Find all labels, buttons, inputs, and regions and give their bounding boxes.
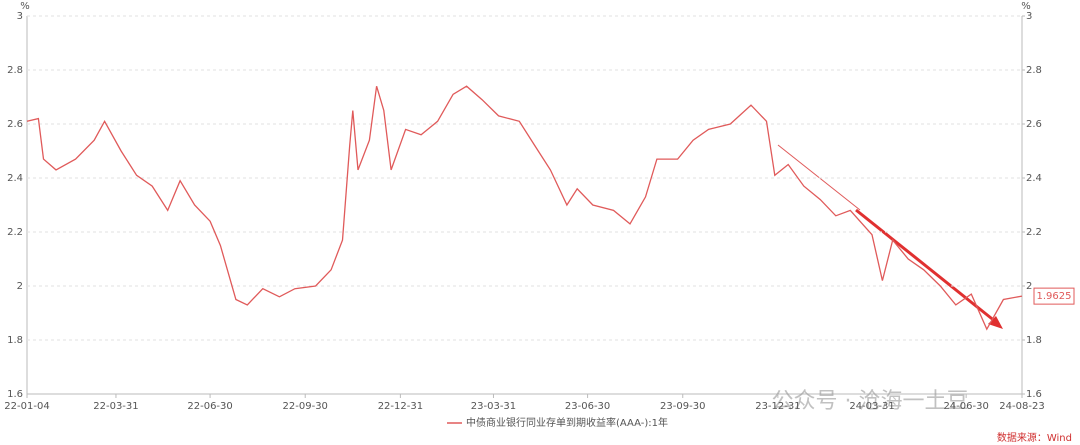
y2-tick-label: 1.6	[1026, 389, 1042, 400]
y-tick-label: 2.6	[7, 119, 23, 130]
x-tick-label: 22-01-04	[4, 401, 49, 412]
y-tick-label: 1.6	[7, 389, 23, 400]
y-tick-label: 2.4	[7, 173, 23, 184]
y2-tick-label: 2	[1026, 281, 1032, 292]
x-tick-label: 23-09-30	[660, 401, 705, 412]
source: 数据来源：Wind	[997, 431, 1072, 444]
y2-tick-label: 2.4	[1026, 173, 1042, 184]
last-value-label: 1.9625	[1037, 291, 1072, 302]
y2-tick-label: 2.6	[1026, 119, 1042, 130]
x-tick-label: 23-06-30	[565, 401, 610, 412]
x-tick-label: 22-09-30	[283, 401, 328, 412]
x-tick-label: 22-12-31	[378, 401, 423, 412]
arrow-head	[988, 316, 1003, 329]
legend-label: 中债商业银行同业存单到期收益率(AAA-):1年	[466, 416, 668, 429]
watermark: 公众号 · 沧海一土豆	[772, 389, 969, 414]
x-tick-label: 23-03-31	[471, 401, 516, 412]
x-tick-label: 22-06-30	[187, 401, 232, 412]
line-series	[26, 85, 1023, 331]
x-tick-label: 22-03-31	[93, 401, 138, 412]
y2-tick-label: 1.8	[1026, 335, 1042, 346]
y-tick-label: 2.8	[7, 65, 23, 76]
x-tick-label: 24-06-30	[943, 401, 988, 412]
y2-tick-label: 2.2	[1026, 227, 1042, 238]
y2-tick-label: 2.8	[1026, 65, 1042, 76]
x-tick-label: 24-03-31	[849, 401, 894, 412]
y2-unit: %	[1021, 1, 1031, 12]
trend-arrow	[855, 208, 997, 324]
y-tick-label: 3	[17, 11, 23, 22]
x-tick-label: 24-08-23	[999, 401, 1044, 412]
y-tick-label: 2	[17, 281, 23, 292]
last-value-box	[1033, 287, 1075, 305]
y-tick-label: 2.2	[7, 227, 23, 238]
x-tick-label: 23-12-31	[755, 401, 800, 412]
y2-tick-label: 3	[1026, 11, 1032, 22]
y-unit: %	[20, 1, 30, 12]
y-tick-label: 1.8	[7, 335, 23, 346]
